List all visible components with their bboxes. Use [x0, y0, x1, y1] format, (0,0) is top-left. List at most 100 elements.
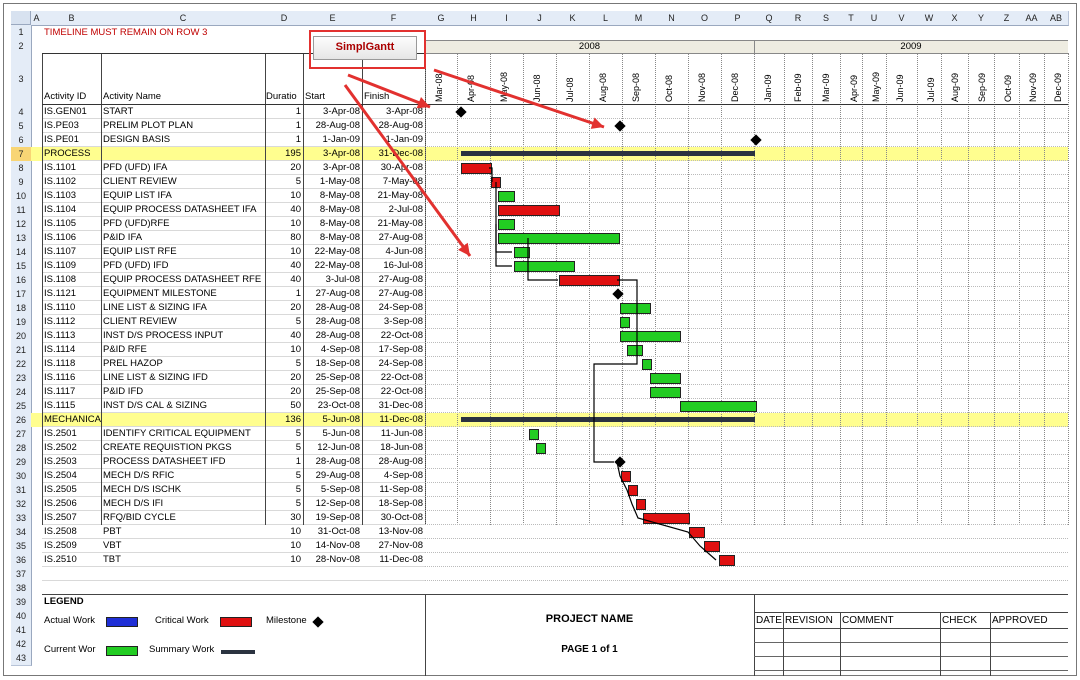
activity-finish: 4-Sep-08 [383, 470, 423, 481]
activity-id: IS.1107 [44, 246, 77, 257]
activity-name: LINE LIST & SIZING IFA [103, 302, 207, 313]
activity-name: EQUIP LIST IFA [103, 190, 172, 201]
timeline-gridline-h [425, 258, 1068, 259]
gridline-h [42, 244, 425, 245]
activity-name: PRELIM PLOT PLAN [103, 120, 194, 131]
header-name: Activity Name [103, 91, 162, 102]
activity-start: 14-Nov-08 [315, 540, 360, 551]
activity-start: 28-Nov-08 [315, 554, 360, 565]
activity-id: IS.1117 [44, 386, 76, 397]
activity-duration: 1 [295, 106, 301, 117]
timeline-gridline-h [425, 496, 1068, 497]
timeline-gridline [812, 53, 813, 525]
annotation-arrow [347, 73, 431, 109]
gridline-h [42, 300, 425, 301]
gridline-h [42, 426, 425, 427]
activity-start: 25-Sep-08 [315, 386, 360, 397]
column-header-ab[interactable]: AB [1044, 11, 1069, 26]
timeline-gridline-h [425, 314, 1068, 315]
current-work-bar [642, 359, 653, 370]
activity-id: IS.1101 [44, 162, 77, 173]
gridline-h [42, 328, 425, 329]
activity-id: MECHANICAL [44, 414, 101, 425]
legend-critical-swatch [220, 617, 252, 627]
activity-finish: 11-Dec-08 [379, 414, 423, 425]
timeline-gridline-h [425, 398, 1068, 399]
activity-id: IS.1105 [44, 218, 77, 229]
timeline-gridline-h [425, 580, 1068, 581]
gridline-h [42, 132, 425, 133]
activity-finish: 27-Aug-08 [378, 232, 423, 243]
activity-start: 1-May-08 [319, 176, 360, 187]
revision-table-top [754, 612, 1068, 613]
critical-work-bar [643, 513, 690, 524]
activity-start: 3-Apr-08 [323, 148, 360, 159]
annotation-arrow [343, 84, 472, 257]
activity-name: INST D/S PROCESS INPUT [103, 330, 224, 341]
legend-actual-label: Actual Work [44, 615, 96, 626]
activity-name: INST D/S CAL & SIZING [103, 400, 207, 411]
footer-border [42, 594, 1068, 595]
critical-work-bar [628, 485, 639, 496]
activity-start: 8-May-08 [319, 204, 360, 215]
timeline-gridline-h [425, 524, 1068, 525]
activity-name: START [103, 106, 134, 117]
legend-milestone-label: Milestone [266, 615, 307, 626]
revision-table-row-line [754, 642, 1068, 643]
activity-id: IS.1103 [44, 190, 77, 201]
activity-id: IS.PE01 [44, 134, 79, 145]
timeline-gridline-h [425, 468, 1068, 469]
activity-start: 5-Jun-08 [322, 428, 361, 439]
activity-start: 12-Sep-08 [315, 498, 360, 509]
timeline-gridline [523, 53, 524, 525]
activity-finish: 24-Sep-08 [378, 302, 423, 313]
annotation-arrow-head [416, 97, 430, 109]
gridline-v [303, 53, 304, 525]
current-work-bar [528, 429, 539, 440]
activity-name: MECH D/S ISCHK [103, 484, 182, 495]
header-border [42, 104, 1068, 105]
activity-name: PBT [103, 526, 122, 537]
select-all-corner[interactable] [11, 11, 31, 25]
critical-work-bar [498, 205, 560, 216]
activity-name: IDENTIFY CRITICAL EQUIPMENT [103, 428, 251, 439]
timeline-gridline [556, 53, 557, 525]
activity-name: RFQ/BID CYCLE [103, 512, 176, 523]
year-separator [754, 40, 755, 54]
dependency-link [495, 182, 512, 253]
activity-finish: 3-Apr-08 [386, 106, 423, 117]
activity-duration: 1 [295, 456, 301, 467]
revision-table-row-line [754, 670, 1068, 671]
activity-id: PROCESS [44, 148, 91, 159]
activity-start: 28-Aug-08 [315, 302, 360, 313]
activity-duration: 1 [295, 120, 301, 131]
activity-id: IS.2505 [44, 484, 77, 495]
activity-id: IS.1106 [44, 232, 77, 243]
activity-finish: 22-Oct-08 [380, 330, 423, 341]
activity-name: EQUIP PROCESS DATASHEET IFA [103, 204, 257, 215]
activity-duration: 10 [290, 190, 301, 201]
summary-bar [460, 151, 755, 156]
activity-name: VBT [103, 540, 122, 551]
timeline-gridline [589, 53, 590, 525]
timeline-note: TIMELINE MUST REMAIN ON ROW 3 [44, 27, 208, 38]
gridline-h [42, 370, 425, 371]
simplgantt-button[interactable]: SimplGantt [313, 36, 417, 60]
activity-id: IS.GEN01 [44, 106, 87, 117]
row-header-43[interactable]: 43 [11, 651, 32, 666]
legend-summary-swatch [221, 650, 255, 654]
activity-name: PREL HAZOP [103, 358, 163, 369]
timeline-gridline-h [425, 342, 1068, 343]
gridline-h [42, 398, 425, 399]
timeline-gridline-h [425, 174, 1068, 175]
activity-start: 3-Apr-08 [323, 162, 360, 173]
dependency-link [616, 461, 717, 561]
gridline-h [42, 552, 425, 553]
legend-current-label: Current Wor [44, 644, 96, 655]
activity-id: IS.2502 [44, 442, 77, 453]
activity-finish: 11-Dec-08 [379, 554, 423, 565]
timeline-gridline-h [425, 118, 1068, 119]
current-work-bar [649, 387, 681, 398]
revision-table-divider [840, 612, 841, 676]
